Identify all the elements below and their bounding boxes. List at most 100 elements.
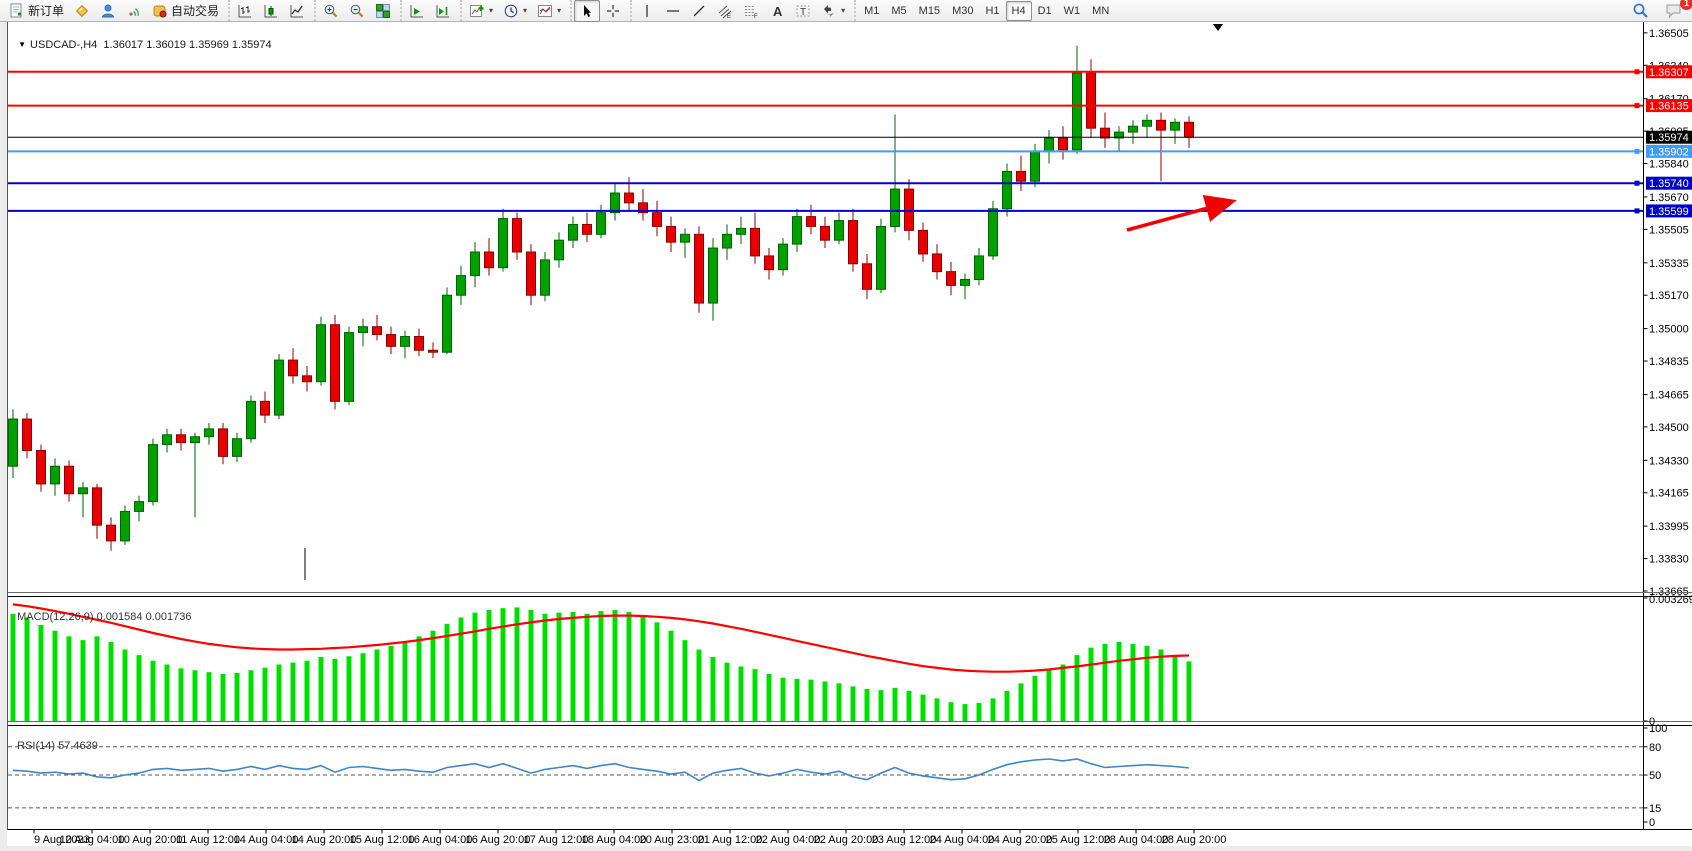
toolbar: 新订单 自动交易 ▾ ▾ ▾ E F A T ▾ M1 M5 M15 M30 H1 H4 D1 W1 MN 1 — [0, 0, 1692, 22]
new-order-button-label: 新订单 — [28, 4, 65, 18]
svg-text:1.35000: 1.35000 — [1649, 324, 1689, 336]
svg-text:1.35335: 1.35335 — [1649, 258, 1689, 270]
fibonacci-button[interactable]: F — [738, 0, 764, 22]
price-hline-1.35599[interactable] — [8, 208, 1643, 214]
fibonacci-icon: F — [743, 3, 759, 19]
tf-w1[interactable]: W1 — [1058, 1, 1087, 21]
macd-signal-value: 0.001736 — [145, 611, 192, 623]
notification-badge: 1 — [1680, 0, 1692, 10]
price-hline-1.35902[interactable] — [8, 148, 1643, 154]
indicators-button[interactable]: ▾ — [464, 0, 498, 22]
svg-text:A: A — [773, 4, 783, 19]
trend-arrow-annotation[interactable] — [1126, 194, 1237, 232]
tf-mn[interactable]: MN — [1086, 1, 1115, 21]
tf-m30[interactable]: M30 — [946, 1, 979, 21]
tf-d1[interactable]: D1 — [1032, 1, 1058, 21]
macd-value: 0.001584 — [96, 611, 143, 623]
cursor-button[interactable] — [574, 0, 601, 22]
horizontal-line-button[interactable] — [660, 0, 686, 22]
template-icon — [537, 3, 553, 19]
templates-button[interactable]: ▾ — [532, 0, 566, 22]
line-chart-button[interactable] — [284, 0, 310, 22]
tf-d1-label: D1 — [1037, 4, 1052, 17]
bar-chart-button[interactable] — [232, 0, 258, 22]
tf-w1-label: W1 — [1063, 4, 1081, 17]
notifications-button[interactable]: 1 — [1660, 0, 1692, 22]
crosshair-button[interactable] — [600, 0, 626, 22]
tile-windows-button[interactable] — [370, 0, 396, 22]
indicators-icon — [469, 3, 485, 19]
price-label-1.35599 — [1646, 204, 1692, 218]
svg-text:1.36135: 1.36135 — [1649, 101, 1689, 113]
svg-text:1.35170: 1.35170 — [1649, 290, 1689, 302]
price-hline-1.35740[interactable] — [8, 180, 1643, 186]
person-icon — [100, 3, 116, 19]
date-label: 17 Aug 12:00 — [524, 834, 589, 846]
channel-icon: E — [717, 3, 733, 19]
symbol-label: USDCAD-,H4 — [30, 39, 98, 51]
tf-m15[interactable]: M15 — [913, 1, 946, 21]
zoom-out-icon — [349, 3, 365, 19]
market-button[interactable] — [69, 0, 95, 22]
indicators-button-dropdown-caret[interactable]: ▾ — [489, 6, 494, 15]
svg-text:1.34835: 1.34835 — [1649, 356, 1689, 368]
tf-m1-label: M1 — [864, 4, 880, 17]
channel-button[interactable]: E — [712, 0, 738, 22]
zoom-out-button[interactable] — [344, 0, 370, 22]
svg-text:1.34665: 1.34665 — [1649, 389, 1689, 401]
signals-button[interactable] — [121, 0, 147, 22]
text-button[interactable]: A — [764, 0, 790, 22]
chart-shift-marker[interactable] — [1213, 24, 1223, 31]
rsi-axis: 100 80 50 15 0 — [1643, 723, 1667, 829]
svg-text:100: 100 — [1649, 723, 1667, 735]
date-label: 9 Aug 2023 — [34, 834, 90, 846]
community-button[interactable] — [95, 0, 121, 22]
periods-button[interactable]: ▾ — [498, 0, 532, 22]
label-icon: T — [795, 3, 811, 19]
arrows-button-dropdown-caret[interactable]: ▾ — [841, 6, 846, 15]
label-button[interactable]: T — [790, 0, 816, 22]
tf-h1[interactable]: H1 — [979, 1, 1005, 21]
auto-scroll-button[interactable] — [404, 0, 430, 22]
symbol-dropdown-toggle[interactable]: ▼ — [18, 40, 27, 49]
svg-text:T: T — [800, 7, 806, 18]
new-order-button[interactable]: 新订单 — [4, 0, 69, 22]
rsi-line — [12, 758, 1190, 782]
candles — [8, 45, 1194, 551]
price-hline-1.36307[interactable] — [8, 69, 1643, 75]
svg-text:1.35505: 1.35505 — [1649, 224, 1689, 236]
date-label: 25 Aug 12:00 — [1046, 834, 1111, 846]
tf-m5[interactable]: M5 — [885, 1, 912, 21]
date-label: 28 Aug 20:00 — [1162, 834, 1227, 846]
date-label: 22 Aug 04:00 — [756, 834, 821, 846]
templates-button-dropdown-caret[interactable]: ▾ — [557, 6, 562, 15]
arrows-button[interactable]: ▾ — [816, 0, 850, 22]
date-label: 15 Aug 12:00 — [350, 834, 415, 846]
chart-shift-button[interactable] — [430, 0, 456, 22]
trendline-icon — [691, 3, 707, 19]
price-hline-1.36135[interactable] — [8, 103, 1643, 109]
arrows-icon — [821, 3, 837, 19]
toolbar-group-scroll — [400, 0, 458, 21]
candlestick-button[interactable] — [258, 0, 284, 22]
tf-m30-label: M30 — [952, 4, 974, 17]
rsi-value: 57.4639 — [58, 740, 98, 752]
svg-text:50: 50 — [1649, 770, 1661, 782]
trendline-button[interactable] — [686, 0, 712, 22]
vertical-line-button[interactable] — [634, 0, 660, 22]
tf-h4[interactable]: H4 — [1005, 0, 1032, 21]
periods-button-dropdown-caret[interactable]: ▾ — [523, 6, 528, 15]
new-order-icon — [9, 3, 25, 19]
svg-text:0.003269: 0.003269 — [1649, 594, 1692, 606]
price-label-1.35902 — [1646, 144, 1692, 158]
search-button[interactable] — [1627, 0, 1654, 22]
tf-m1[interactable]: M1 — [858, 1, 885, 21]
macd-axis: 0.003269 0 — [1643, 594, 1692, 728]
price-label-1.35740 — [1646, 176, 1692, 190]
autotrade-button[interactable]: 自动交易 — [147, 0, 224, 22]
signal-icon — [126, 3, 142, 19]
date-label: 18 Aug 04:00 — [582, 834, 647, 846]
zoom-in-button[interactable] — [318, 0, 344, 22]
svg-text:15: 15 — [1649, 803, 1661, 815]
